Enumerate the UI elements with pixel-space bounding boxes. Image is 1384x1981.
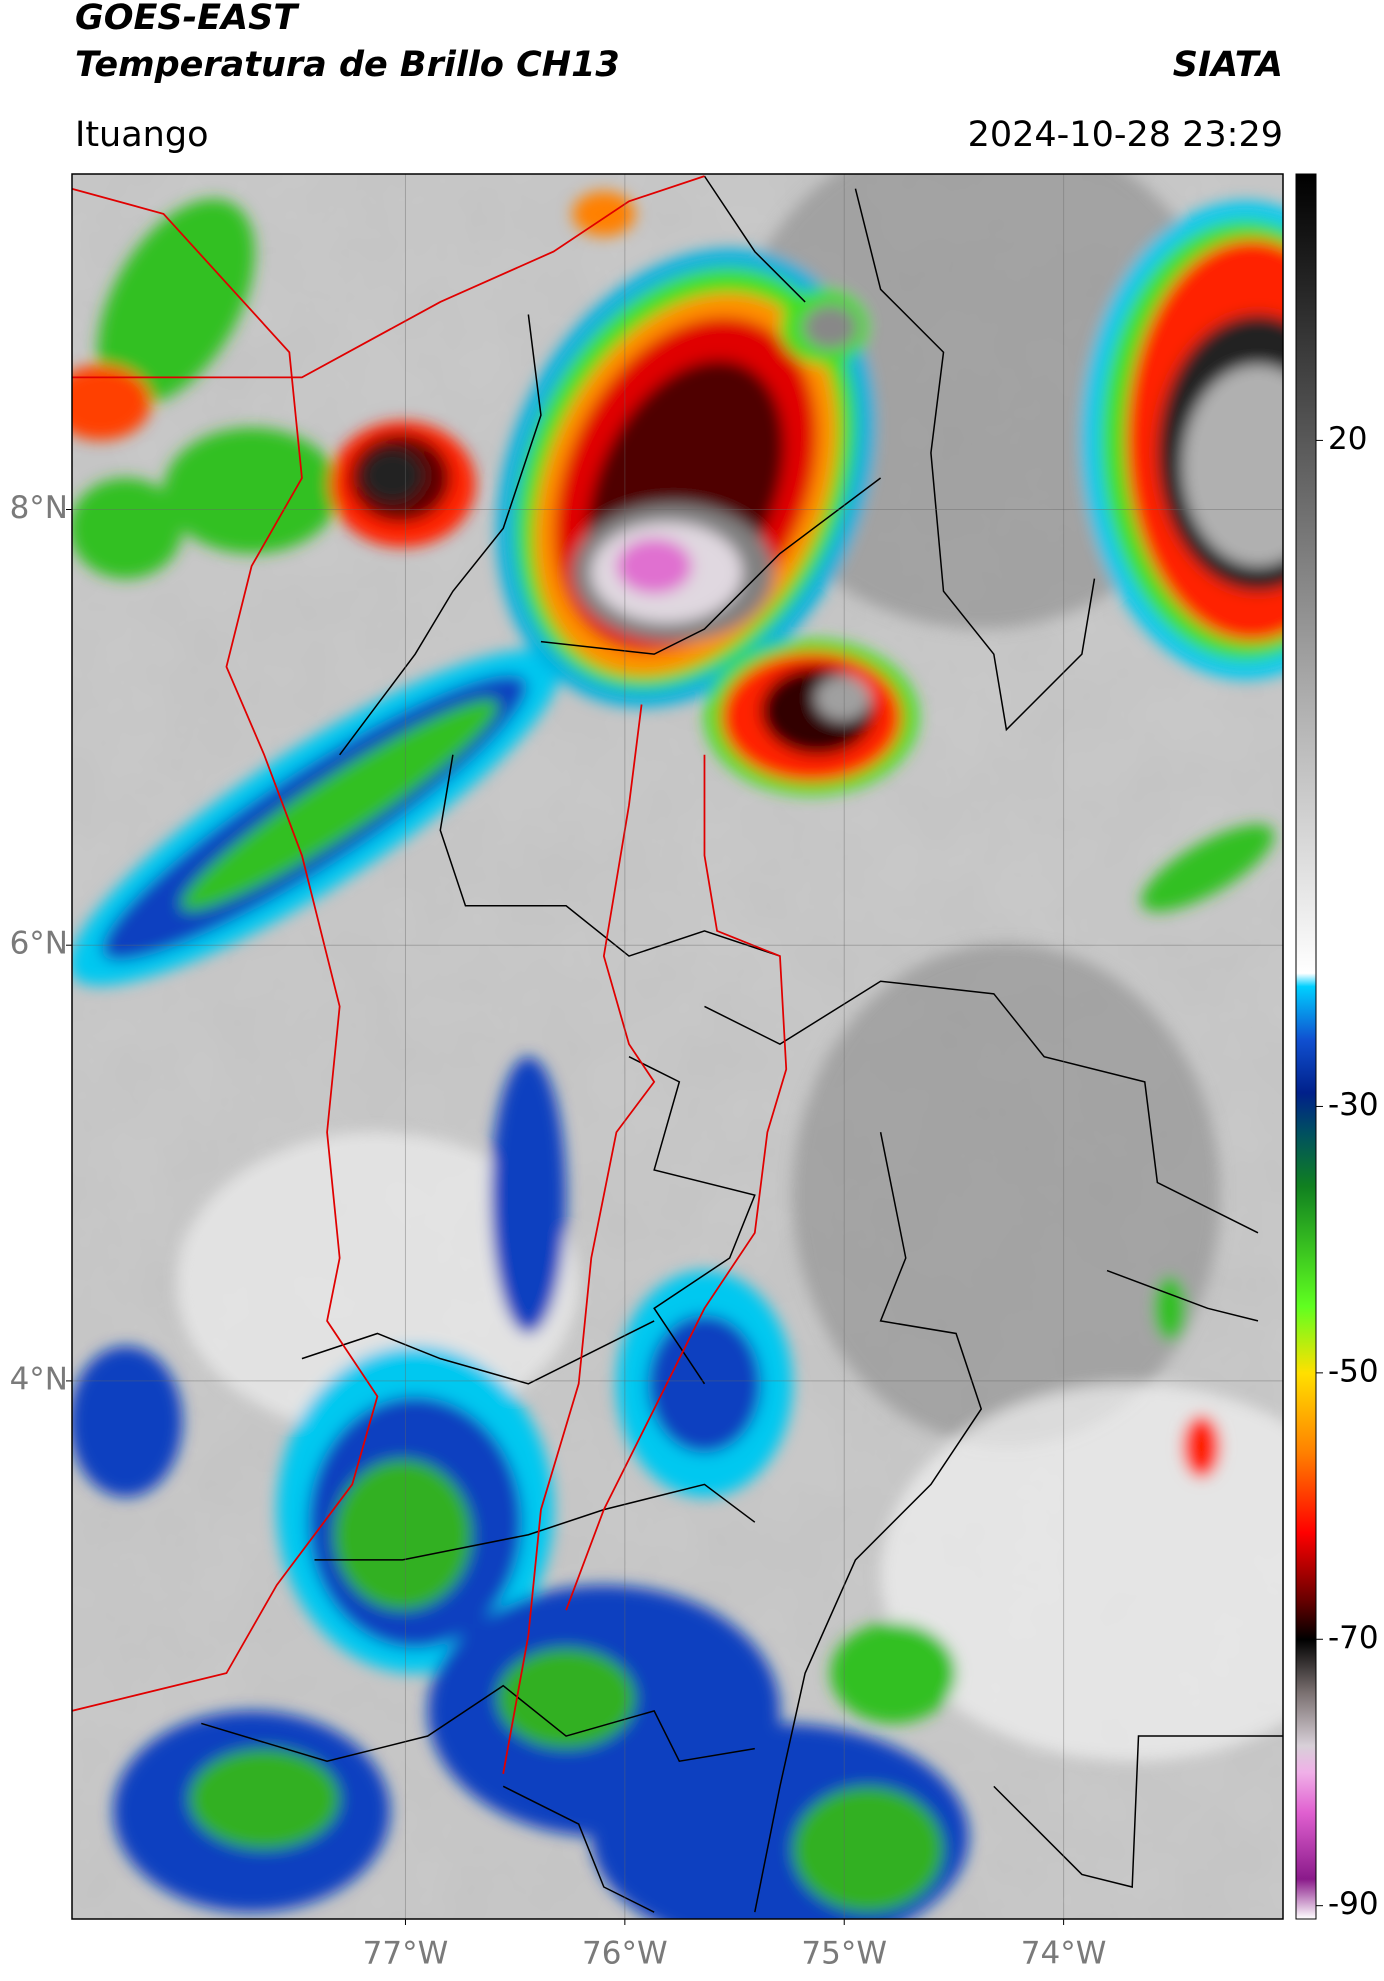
y-tick-label: 8°N <box>10 490 68 526</box>
timestamp: 2024-10-28 23:29 <box>968 115 1283 155</box>
colorbar <box>1295 173 1317 1920</box>
y-tick-label: 6°N <box>10 926 68 962</box>
colorbar-tick-label: 20 <box>1328 421 1367 457</box>
subtitle: Temperatura de Brillo CH13 <box>75 45 620 85</box>
agency: SIATA <box>1173 45 1283 85</box>
y-tick-label: 4°N <box>10 1361 68 1397</box>
colorbar-tick-label: -90 <box>1328 1886 1379 1922</box>
colorbar-tick-label: -70 <box>1328 1620 1379 1656</box>
region-border <box>72 175 788 1774</box>
satellite-image <box>72 174 1283 1919</box>
x-tick-label: 77°W <box>363 1936 449 1972</box>
colorbar-tick-label: -30 <box>1328 1087 1379 1123</box>
x-tick-label: 74°W <box>1021 1936 1107 1972</box>
gridlines <box>72 174 1283 1919</box>
colorbar-tick-label: -50 <box>1328 1353 1379 1389</box>
x-tick-label: 75°W <box>801 1936 887 1972</box>
x-tick-label: 76°W <box>582 1936 668 1972</box>
map-frame <box>71 173 1284 1920</box>
borders <box>201 175 1283 1913</box>
title: GOES-EAST <box>75 0 300 38</box>
location: Ituango <box>75 115 209 155</box>
